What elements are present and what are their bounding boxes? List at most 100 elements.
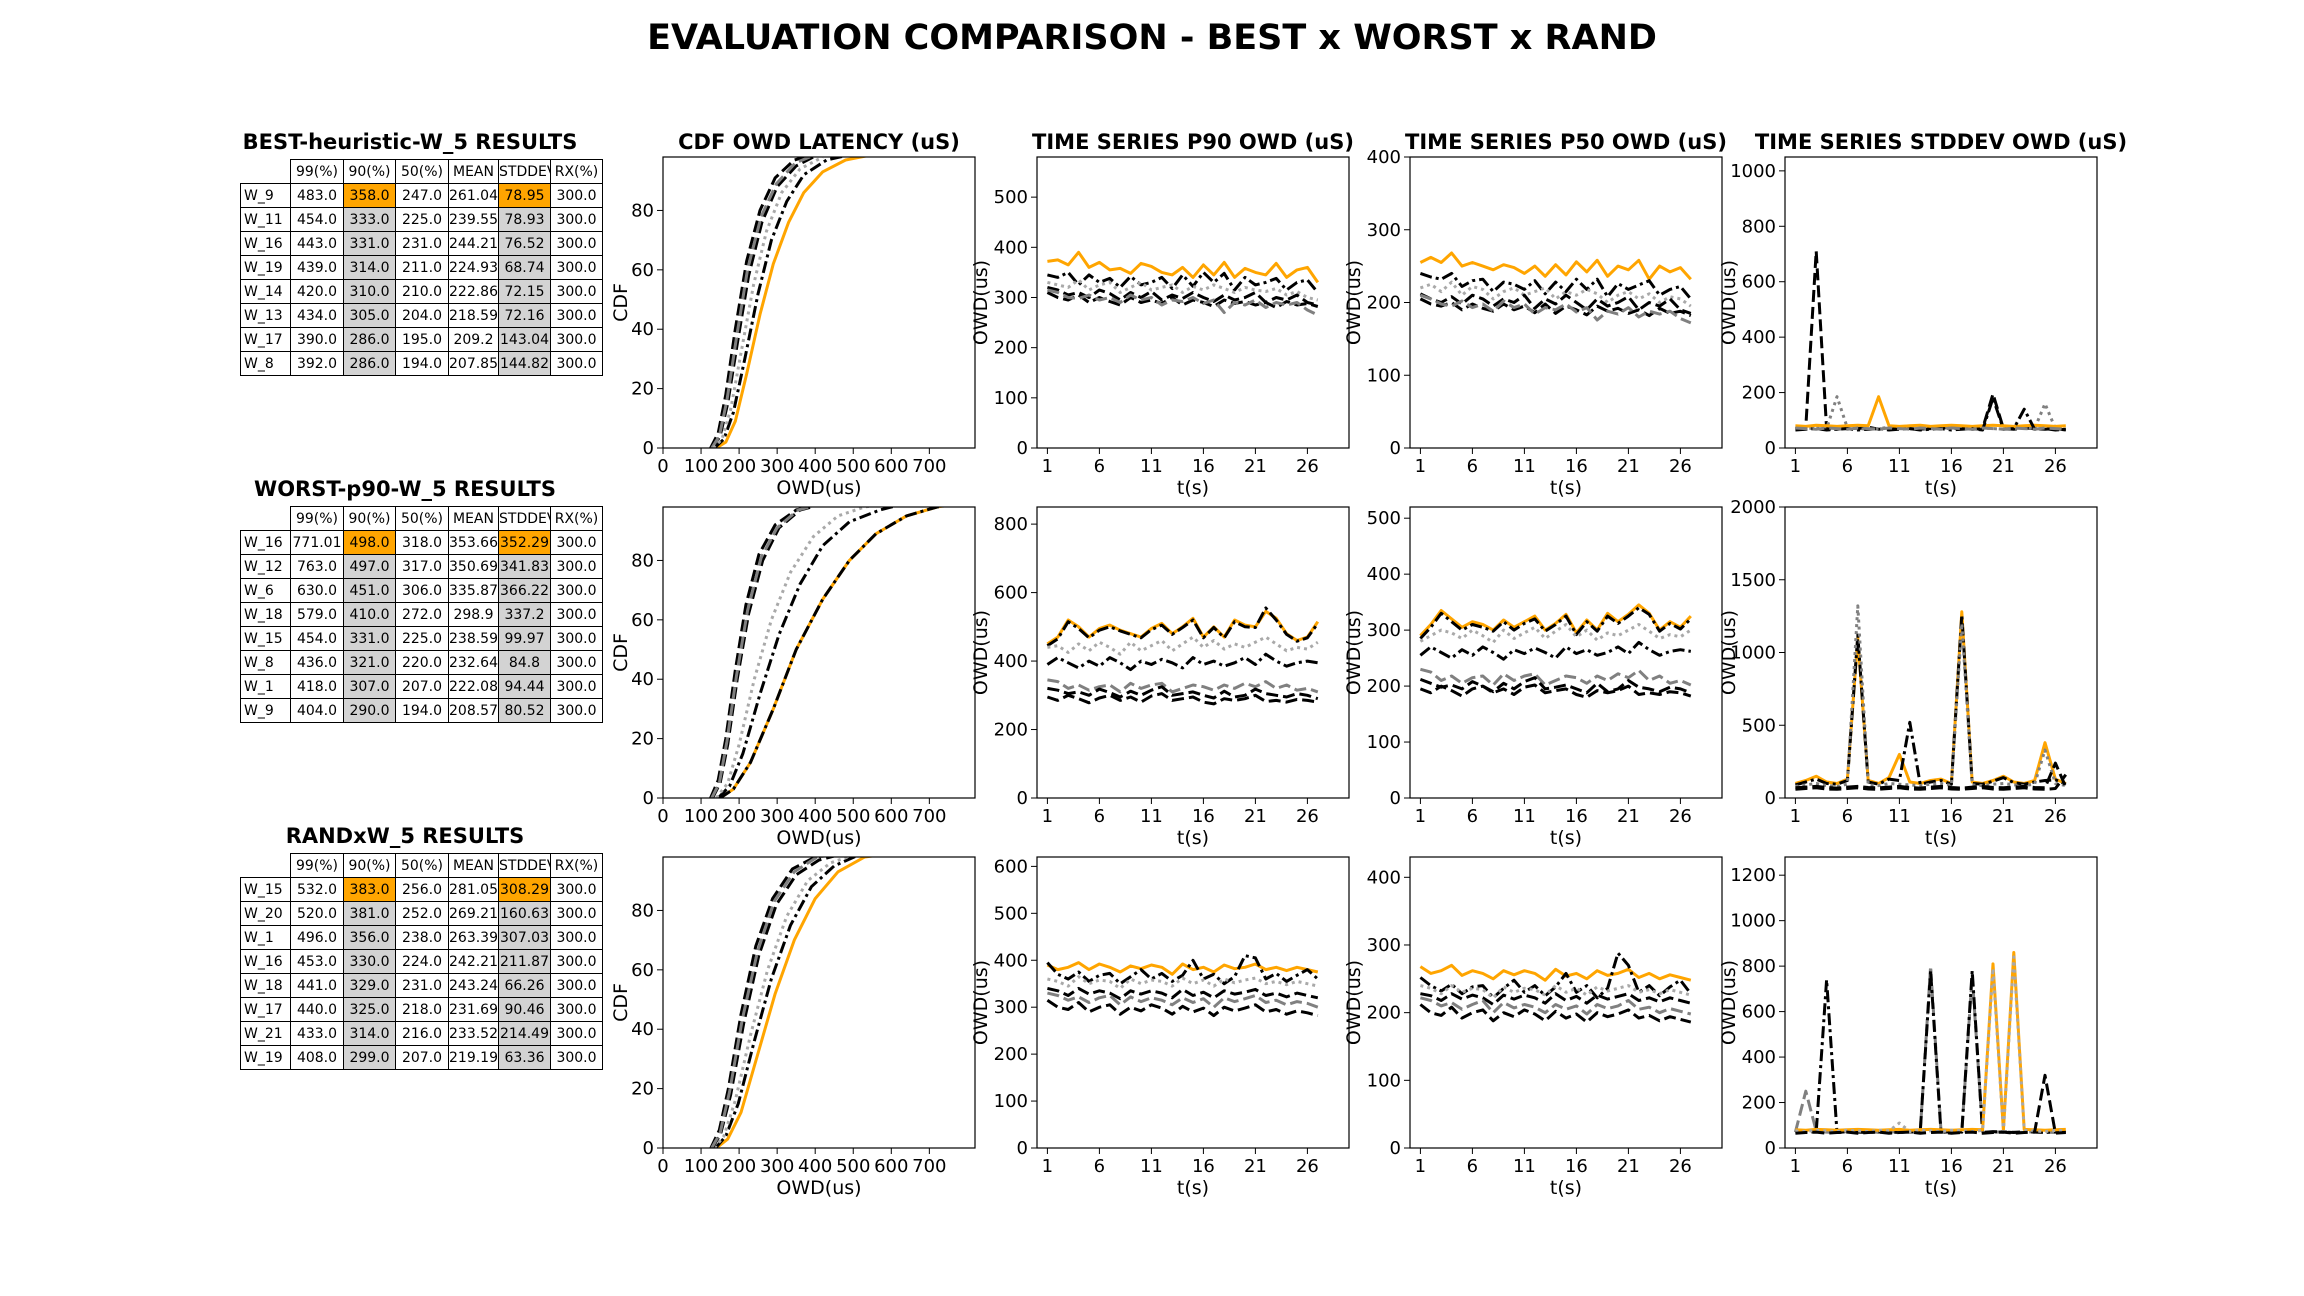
- results-table-best: 99(%)90(%)50(%)MEANSTDDEVRX(%)W_9483.035…: [240, 159, 603, 376]
- series-line: [1795, 604, 2067, 788]
- series-line: [1795, 395, 2066, 428]
- y-axis-label: CDF: [610, 283, 632, 322]
- table-cell: 144.82: [498, 351, 551, 376]
- y-tick-label: 100: [994, 388, 1028, 409]
- x-tick-label: 26: [1669, 806, 1692, 827]
- table-cell: 579.0: [290, 602, 344, 627]
- table-row: W_1 496.0 356.0 238.0 263.39 307.03 300.0: [240, 925, 603, 950]
- y-tick-label: 0: [1765, 1138, 1776, 1159]
- series-line: [1046, 961, 1319, 976]
- chart-panel: 0 100 200 300 400 500 600 700 0 20 40 60 80 OWD(us) CD…: [610, 856, 976, 1199]
- table-cell: 300.0: [550, 698, 603, 723]
- series-line: [1420, 992, 1692, 1006]
- column-header: RX(%): [550, 506, 603, 531]
- series-group: [1793, 951, 2066, 1135]
- x-tick-label: 6: [1094, 456, 1105, 477]
- table-cell: 300.0: [550, 554, 603, 579]
- table-cell: 451.0: [343, 578, 396, 603]
- x-tick-label: 300: [760, 1156, 794, 1177]
- y-tick-label: 60: [631, 260, 654, 281]
- table-cell: 352.29: [498, 530, 551, 555]
- table-cell: 300.0: [550, 351, 603, 376]
- y-tick-label: 60: [631, 960, 654, 981]
- x-tick-label: 16: [1192, 806, 1215, 827]
- x-tick-label: 0: [657, 456, 668, 477]
- chart-panel: 0 100 200 300 400 500 600 700 0 20 40 60 80 OWD(us) CD…: [610, 506, 976, 849]
- table-cell: 331.0: [343, 626, 396, 651]
- y-tick-label: 40: [631, 669, 654, 690]
- series-line: [1046, 291, 1319, 309]
- table-cell: 66.26: [498, 973, 551, 998]
- table-row: W_15 532.0 383.0 256.0 281.05 308.29 300.0: [240, 877, 603, 902]
- table-cell: 410.0: [343, 602, 396, 627]
- table-cell: 76.52: [498, 231, 551, 256]
- series-line: [717, 507, 898, 798]
- y-tick-label: 0: [1390, 1138, 1401, 1159]
- y-axis-label: OWD(us): [1718, 960, 1740, 1045]
- table-cell: 160.63: [498, 901, 551, 926]
- y-tick-label: 0: [643, 788, 654, 809]
- x-tick-label: 600: [874, 1156, 908, 1177]
- table-cell: 308.29: [498, 877, 551, 902]
- x-axis-label: t(s): [1177, 827, 1209, 849]
- table-row: W_1 418.0 307.0 207.0 222.08 94.44 300.0: [240, 674, 603, 699]
- y-tick-label: 40: [631, 319, 654, 340]
- x-axis-label: t(s): [1550, 827, 1582, 849]
- table-cell: 72.15: [498, 279, 551, 304]
- series-line: [709, 507, 814, 798]
- y-tick-label: 500: [1742, 715, 1776, 736]
- x-tick-label: 11: [1888, 806, 1911, 827]
- y-axis-label: OWD(us): [1343, 260, 1365, 345]
- series-line: [1046, 954, 1319, 986]
- table-cell: 300.0: [550, 877, 603, 902]
- y-tick-label: 0: [1390, 788, 1401, 809]
- y-tick-label: 500: [994, 187, 1028, 208]
- table-row: W_13 434.0 305.0 204.0 218.59 72.16 300.0: [240, 303, 603, 328]
- x-axis-label: OWD(us): [776, 1177, 861, 1199]
- table-cell: 298.9: [448, 602, 499, 627]
- y-tick-label: 300: [994, 287, 1028, 308]
- y-tick-label: 300: [994, 997, 1028, 1018]
- y-tick-label: 40: [631, 1019, 654, 1040]
- y-tick-label: 400: [1367, 147, 1401, 168]
- figure-title: EVALUATION COMPARISON - BEST x WORST x R…: [647, 18, 1657, 58]
- table-cell: 286.0: [343, 351, 396, 376]
- row-label: W_9: [240, 698, 291, 723]
- row-label: W_8: [240, 650, 291, 675]
- x-tick-label: 100: [684, 806, 718, 827]
- table-cell: 314.0: [343, 1021, 396, 1046]
- table-cell: 211.0: [395, 255, 449, 280]
- chart-panel: CDF OWD LATENCY (uS)0 100 200 300 400 500 600 7…: [610, 130, 976, 499]
- x-tick-label: 6: [1842, 1156, 1853, 1177]
- y-axis-label: OWD(us): [1718, 260, 1740, 345]
- series-line: [1419, 963, 1692, 982]
- results-table-rand: 99(%)90(%)50(%)MEANSTDDEVRX(%)W_15532.03…: [240, 853, 603, 1070]
- plot-frame: [1409, 856, 1723, 1149]
- table-cell: 300.0: [550, 1045, 603, 1070]
- x-tick-label: 21: [1617, 1156, 1640, 1177]
- x-tick-label: 21: [1992, 806, 2015, 827]
- y-tick-label: 0: [1017, 438, 1028, 459]
- table-header-row: 99(%)90(%)50(%)MEANSTDDEVRX(%): [241, 506, 603, 531]
- x-axis-label: t(s): [1177, 1177, 1209, 1199]
- series-line: [714, 857, 858, 1148]
- x-axis-label: t(s): [1925, 477, 1957, 499]
- x-tick-label: 26: [1669, 1156, 1692, 1177]
- series-group: [709, 507, 947, 798]
- table-title-best: BEST-heuristic-W_5 RESULTS: [242, 130, 578, 154]
- x-axis-label: t(s): [1550, 477, 1582, 499]
- series-group: [709, 157, 869, 448]
- table-cell: 300.0: [550, 303, 603, 328]
- x-tick-label: 11: [1888, 456, 1911, 477]
- y-tick-label: 100: [1367, 1070, 1401, 1091]
- table-cell: 207.0: [395, 674, 449, 699]
- row-label: W_9: [240, 183, 291, 208]
- series-line: [1046, 652, 1319, 672]
- table-cell: 225.0: [395, 626, 449, 651]
- y-tick-label: 400: [1742, 1047, 1776, 1068]
- x-axis-label: t(s): [1925, 1177, 1957, 1199]
